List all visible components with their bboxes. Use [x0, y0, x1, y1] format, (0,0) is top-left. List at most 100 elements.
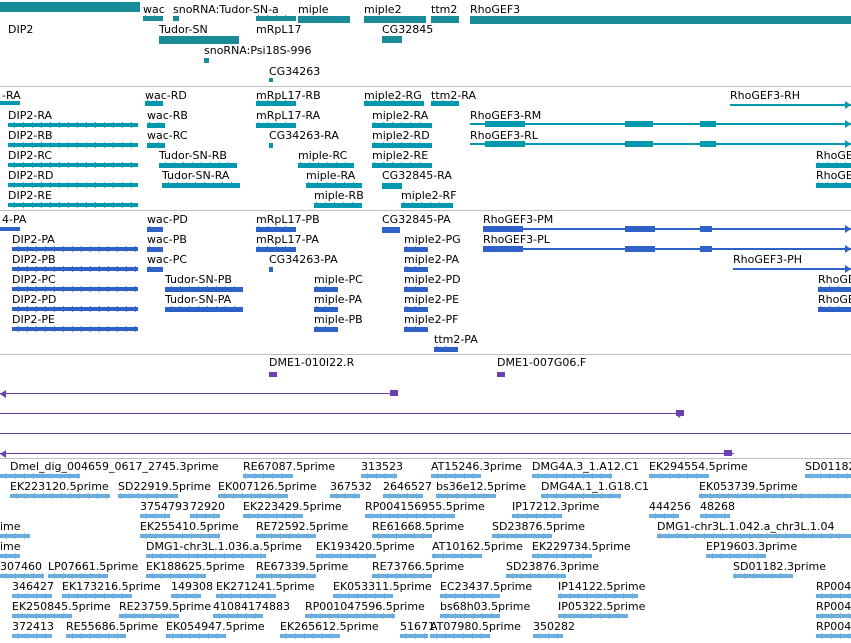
feature-label-tudor-sn-rb[interactable]: Tudor-SN-RB	[159, 149, 227, 162]
feature-glyph-feature[interactable]	[724, 450, 732, 456]
feature-glyph-wac-pd[interactable]	[147, 227, 163, 232]
feature-glyph-feature[interactable]	[0, 393, 396, 394]
feature-glyph-rhogef3-pl[interactable]	[483, 246, 523, 252]
feature-label-dip2-rc[interactable]: DIP2-RC	[8, 149, 53, 162]
feature-label-ip14122-5prime[interactable]: IP14122.5prime	[558, 580, 646, 593]
feature-glyph-dip2-pc[interactable]	[12, 287, 138, 291]
feature-label-tudor-sn-pa[interactable]: Tudor-SN-PA	[165, 293, 232, 306]
feature-label-ek054947-5prime[interactable]: EK054947.5prime	[166, 620, 265, 633]
feature-label-bs68h03-5prime[interactable]: bs68h03.5prime	[440, 600, 531, 613]
feature-glyph-feature[interactable]	[676, 410, 684, 416]
feature-label-ime[interactable]: ime	[0, 520, 21, 533]
feature-label-ip05322-5prime[interactable]: IP05322.5prime	[558, 600, 646, 613]
feature-label-ek294554-5prime[interactable]: EK294554.5prime	[649, 460, 748, 473]
feature-label-4-pa[interactable]: 4-PA	[2, 213, 27, 226]
feature-label-miple2-pd[interactable]: miple2-PD	[404, 273, 461, 286]
feature-label-ep19603-3prime[interactable]: EP19603.3prime	[706, 540, 798, 553]
feature-label-ek223429-5prime[interactable]: EK223429.5prime	[243, 500, 342, 513]
feature-glyph-cg34263-pa[interactable]	[269, 267, 273, 272]
feature-glyph-ttm2[interactable]	[431, 16, 459, 23]
feature-glyph-rhogef3-rm[interactable]	[485, 121, 525, 127]
feature-label-cg34263[interactable]: CG34263	[269, 65, 321, 78]
feature-glyph-4-pa[interactable]	[0, 227, 20, 231]
feature-label-rhogef3-pm[interactable]: RhoGEF3-PM	[483, 213, 554, 226]
feature-glyph-rhogef3-rl[interactable]	[625, 141, 653, 147]
feature-label-ek173216-5prime[interactable]: EK173216.5prime	[62, 580, 161, 593]
feature-glyph-ip05322-5prime[interactable]	[558, 614, 628, 618]
feature-glyph-wac-rc[interactable]	[147, 143, 165, 148]
feature-label-dip2-ra[interactable]: DIP2-RA	[8, 109, 53, 122]
feature-glyph-rp004[interactable]	[816, 594, 851, 598]
feature-label-bs36e12-5prime[interactable]: bs36e12.5prime	[436, 480, 527, 493]
feature-label-ttm2-ra[interactable]: ttm2-RA	[431, 89, 477, 102]
feature-label-444256[interactable]: 444256	[649, 500, 691, 513]
feature-label-41084174883[interactable]: 41084174883	[213, 600, 290, 613]
feature-label-ek053311-5prime[interactable]: EK053311.5prime	[333, 580, 432, 593]
feature-label-wac-pc[interactable]: wac-PC	[147, 253, 188, 266]
feature-glyph-cg32845-ra[interactable]	[382, 183, 402, 189]
feature-label-sd01182-3prime[interactable]: SD01182.3prime	[733, 560, 826, 573]
feature-label-dmel-dig-004659-0617-2745-3prime[interactable]: Dmel_dig_004659_0617_2745.3prime	[10, 460, 219, 473]
feature-label-sd22919-5prime[interactable]: SD22919.5prime	[118, 480, 211, 493]
feature-label-re61668-5prime[interactable]: RE61668.5prime	[372, 520, 465, 533]
feature-label-rhogef3-rl[interactable]: RhoGEF3-RL	[470, 129, 538, 142]
feature-label-miple2-pg[interactable]: miple2-PG	[404, 233, 461, 246]
feature-label-rp004[interactable]: RP004	[816, 600, 851, 613]
feature-label-sd23876-5prime[interactable]: SD23876.5prime	[492, 520, 585, 533]
feature-label-at10162-5prime[interactable]: AT10162.5prime	[432, 540, 523, 553]
feature-label-rp001047596-5prime[interactable]: RP001047596.5prime	[305, 600, 425, 613]
feature-label-2646527[interactable]: 2646527	[383, 480, 432, 493]
feature-label-snorna-tudor-sn-a[interactable]: snoRNA:Tudor-SN-a	[173, 3, 279, 16]
feature-label-miple-rb[interactable]: miple-RB	[314, 189, 364, 202]
feature-label-miple2-ra[interactable]: miple2-RA	[372, 109, 429, 122]
feature-glyph-miple2-rf[interactable]	[401, 203, 453, 208]
feature-label-tudor-sn-pb[interactable]: Tudor-SN-PB	[165, 273, 232, 286]
feature-label-ime[interactable]: ime	[0, 540, 21, 553]
feature-glyph-wac-rb[interactable]	[147, 123, 165, 128]
feature-label-dip2-pc[interactable]: DIP2-PC	[12, 273, 56, 286]
feature-label-mrpl17[interactable]: mRpL17	[256, 23, 302, 36]
feature-label-miple2-rd[interactable]: miple2-RD	[372, 129, 430, 142]
feature-glyph-rhogef3-rl[interactable]	[485, 141, 525, 147]
feature-glyph-rhogef3-pm[interactable]	[483, 228, 851, 230]
feature-label-346427[interactable]: 346427	[12, 580, 54, 593]
feature-glyph-feature[interactable]	[0, 453, 734, 454]
feature-label-lp07661-5prime[interactable]: LP07661.5prime	[48, 560, 139, 573]
feature-glyph-ek007126-5prime[interactable]	[218, 494, 288, 498]
feature-label-wac-rb[interactable]: wac-RB	[147, 109, 188, 122]
feature-glyph-rhogef3-pe[interactable]	[818, 307, 851, 312]
feature-glyph-rhogef3-pl[interactable]	[625, 246, 655, 252]
feature-label-wac-pd[interactable]: wac-PD	[147, 213, 188, 226]
feature-label-cg32845-ra[interactable]: CG32845-RA	[382, 169, 452, 182]
feature-label-dip2-re[interactable]: DIP2-RE	[8, 189, 52, 202]
feature-label-miple2-rg[interactable]: miple2-RG	[364, 89, 422, 102]
feature-label-at07980-5prime[interactable]: AT07980.5prime	[430, 620, 521, 633]
feature-glyph-rhogef3-pm[interactable]	[700, 226, 712, 232]
feature-glyph-rhogef3-rm[interactable]	[700, 121, 716, 127]
feature-glyph-rhogef3[interactable]	[470, 16, 851, 24]
feature-label-ek250845-5prime[interactable]: EK250845.5prime	[12, 600, 111, 613]
feature-glyph-wac-pb[interactable]	[147, 247, 163, 252]
feature-glyph-cg32845-pa[interactable]	[382, 227, 400, 233]
feature-label-dmg1-chr3l-1-042-a-chr3l-1-04[interactable]: DMG1-chr3L.1.042.a_chr3L.1.04	[657, 520, 835, 533]
feature-glyph-wac-rd[interactable]	[145, 101, 163, 106]
feature-glyph-cg32845[interactable]	[382, 36, 402, 43]
feature-glyph-rhogef3-pl[interactable]	[483, 248, 851, 250]
feature-glyph-dip2-pb[interactable]	[12, 267, 138, 271]
feature-label-miple2[interactable]: miple2	[364, 3, 402, 16]
feature-glyph-feature[interactable]	[390, 390, 398, 396]
feature-label-rhogef3[interactable]: RhoGEF3	[470, 3, 521, 16]
feature-label-ek193420-5prime[interactable]: EK193420.5prime	[316, 540, 415, 553]
feature-label-rhogef3-ph[interactable]: RhoGEF3-PH	[733, 253, 803, 266]
feature-label-350282[interactable]: 350282	[533, 620, 575, 633]
feature-label-miple2-pe[interactable]: miple2-PE	[404, 293, 460, 306]
feature-label-ek053739-5prime[interactable]: EK053739.5prime	[699, 480, 798, 493]
feature-glyph-rhogef3-ph[interactable]	[733, 268, 851, 270]
feature-label-149308[interactable]: 149308	[171, 580, 213, 593]
feature-label-dip2-rb[interactable]: DIP2-RB	[8, 129, 53, 142]
feature-label-sd23876-3prime[interactable]: SD23876.3prime	[506, 560, 599, 573]
feature-label-rp004[interactable]: RP004	[816, 580, 851, 593]
feature-glyph-rhogef3-rm[interactable]	[470, 123, 851, 125]
feature-label-re67339-5prime[interactable]: RE67339.5prime	[256, 560, 349, 573]
feature-label-ek271241-5prime[interactable]: EK271241.5prime	[216, 580, 315, 593]
